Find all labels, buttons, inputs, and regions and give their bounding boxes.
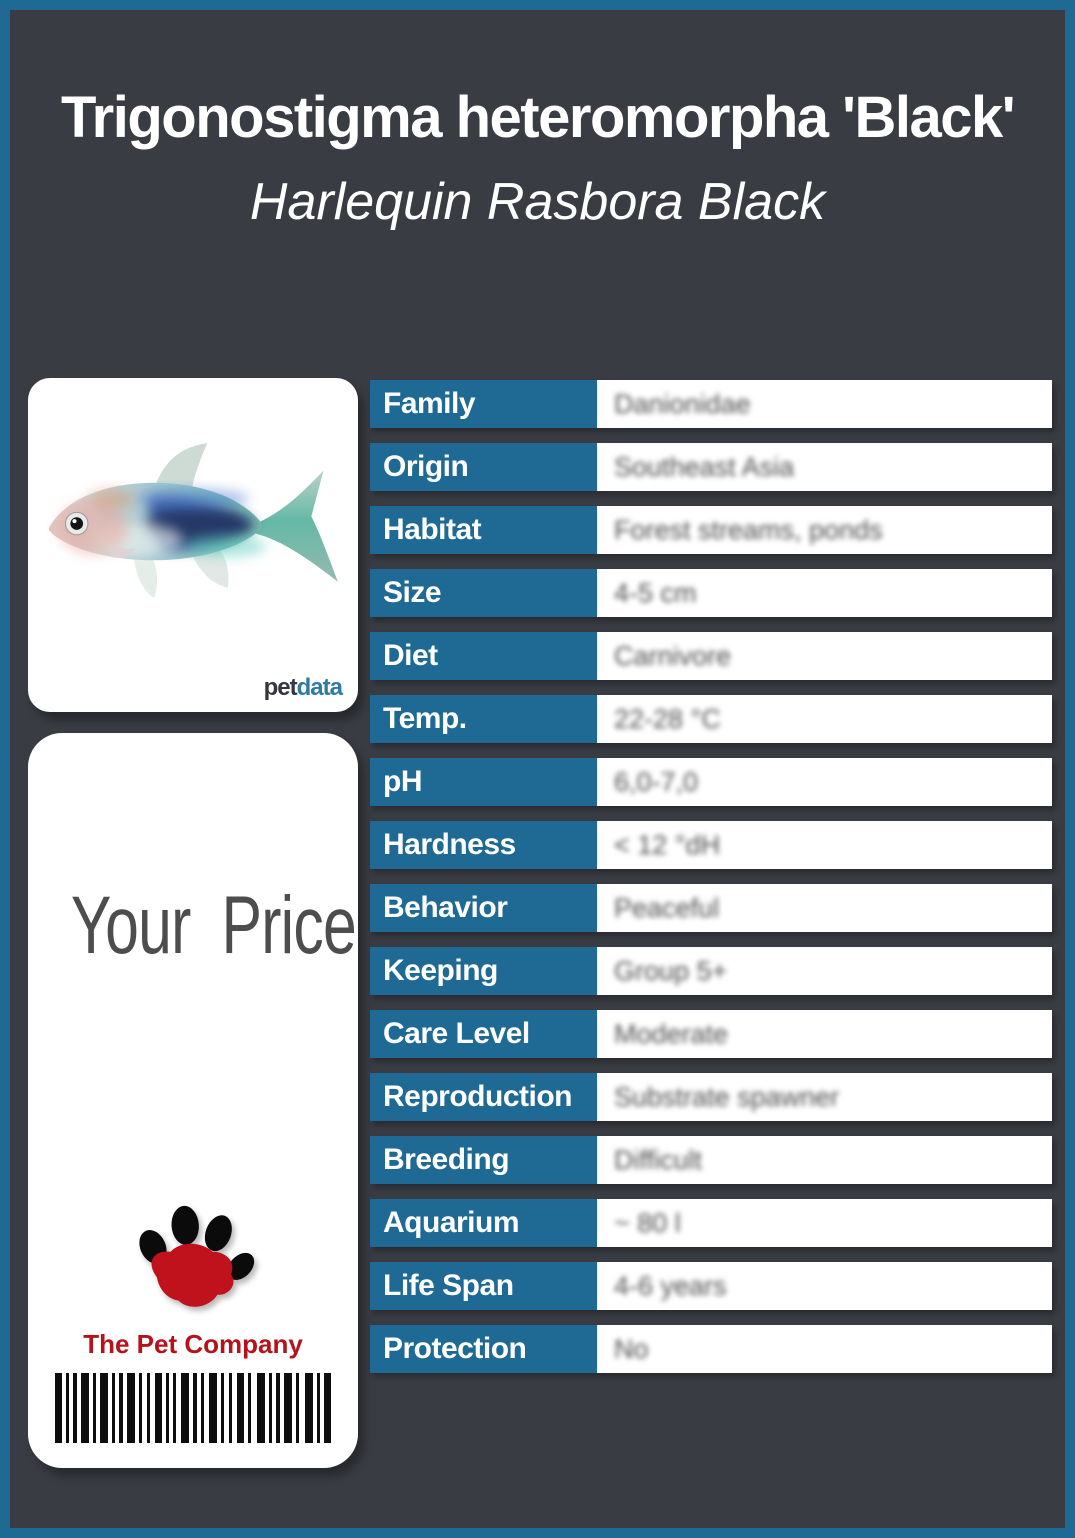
row-value-text: No bbox=[614, 1334, 649, 1364]
row-label: Hardness bbox=[370, 821, 597, 869]
row-label: Temp. bbox=[370, 695, 597, 743]
row-value: Carnivore bbox=[597, 632, 1052, 680]
row-value: 6,0-7,0 bbox=[597, 758, 1052, 806]
petdata-logo: petdata bbox=[263, 674, 343, 702]
row-value-text: Substrate spawner bbox=[614, 1082, 840, 1112]
row-value-text: ~ 80 l bbox=[614, 1208, 681, 1238]
row-label: Family bbox=[370, 380, 597, 428]
table-row: Origin Southeast Asia bbox=[370, 443, 1052, 491]
table-row: Breeding Difficult bbox=[370, 1136, 1052, 1184]
table-row: Reproduction Substrate spawner bbox=[370, 1073, 1052, 1121]
row-value: Forest streams, ponds bbox=[597, 506, 1052, 554]
paw-print-logo bbox=[139, 1205, 255, 1307]
row-value-text: Moderate bbox=[614, 1019, 729, 1049]
table-row: Family Danionidae bbox=[370, 380, 1052, 428]
row-value: Substrate spawner bbox=[597, 1073, 1052, 1121]
row-value: Peaceful bbox=[597, 884, 1052, 932]
fish-photo bbox=[48, 442, 338, 599]
petdata-logo-data: data bbox=[296, 674, 343, 701]
row-value: < 12 °dH bbox=[597, 821, 1052, 869]
table-row: Life Span 4-6 years bbox=[370, 1262, 1052, 1310]
table-row: Protection No bbox=[370, 1325, 1052, 1373]
row-value: 22-28 °C bbox=[597, 695, 1052, 743]
row-label: Behavior bbox=[370, 884, 597, 932]
table-row: pH 6,0-7,0 bbox=[370, 758, 1052, 806]
row-value: Group 5+ bbox=[597, 947, 1052, 995]
fish-photo-card: petdata bbox=[28, 378, 358, 712]
row-value: Moderate bbox=[597, 1010, 1052, 1058]
row-label: Diet bbox=[370, 632, 597, 680]
row-value: Difficult bbox=[597, 1136, 1052, 1184]
row-label: Reproduction bbox=[370, 1073, 597, 1121]
row-value-text: 4-6 years bbox=[614, 1271, 727, 1301]
row-label: Keeping bbox=[370, 947, 597, 995]
your-price-label: Your Price bbox=[70, 880, 357, 971]
table-row: Diet Carnivore bbox=[370, 632, 1052, 680]
common-name: Harlequin Rasbora Black bbox=[249, 173, 826, 231]
scientific-name: Trigonostigma heteromorpha 'Black' bbox=[60, 85, 1016, 150]
table-row: Temp. 22-28 °C bbox=[370, 695, 1052, 743]
row-label: Protection bbox=[370, 1325, 597, 1373]
row-label: Habitat bbox=[370, 506, 597, 554]
table-row: Habitat Forest streams, ponds bbox=[370, 506, 1052, 554]
row-label: pH bbox=[370, 758, 597, 806]
row-value-text: 22-28 °C bbox=[614, 704, 721, 734]
row-value-text: Peaceful bbox=[614, 893, 720, 923]
row-label: Breeding bbox=[370, 1136, 597, 1184]
row-value: Danionidae bbox=[597, 380, 1052, 428]
row-value-text: 4-5 cm bbox=[614, 578, 697, 608]
table-row: Hardness < 12 °dH bbox=[370, 821, 1052, 869]
row-value: 4-6 years bbox=[597, 1262, 1052, 1310]
table-row: Behavior Peaceful bbox=[370, 884, 1052, 932]
company-name: The Pet Company bbox=[83, 1329, 303, 1359]
table-row: Aquarium ~ 80 l bbox=[370, 1199, 1052, 1247]
table-row: Care Level Moderate bbox=[370, 1010, 1052, 1058]
row-value-text: < 12 °dH bbox=[614, 830, 721, 860]
row-value-text: Forest streams, ponds bbox=[614, 515, 883, 545]
row-label: Origin bbox=[370, 443, 597, 491]
table-row: Size 4-5 cm bbox=[370, 569, 1052, 617]
row-label: Care Level bbox=[370, 1010, 597, 1058]
row-value-text: Carnivore bbox=[614, 641, 732, 671]
row-value: 4-5 cm bbox=[597, 569, 1052, 617]
row-label: Aquarium bbox=[370, 1199, 597, 1247]
row-value: Southeast Asia bbox=[597, 443, 1052, 491]
row-value: No bbox=[597, 1325, 1052, 1373]
row-value-text: 6,0-7,0 bbox=[614, 767, 699, 797]
spec-table: Family Danionidae Origin Southeast Asia … bbox=[370, 380, 1052, 1388]
row-label: Size bbox=[370, 569, 597, 617]
row-value-text: Southeast Asia bbox=[614, 452, 795, 482]
row-value: ~ 80 l bbox=[597, 1199, 1052, 1247]
petdata-logo-pet: pet bbox=[263, 674, 298, 701]
row-label: Life Span bbox=[370, 1262, 597, 1310]
price-card: Your Price The Pet Company bbox=[28, 733, 358, 1468]
barcode bbox=[55, 1373, 331, 1443]
row-value-text: Difficult bbox=[614, 1145, 703, 1175]
row-value-text: Danionidae bbox=[614, 389, 751, 419]
row-value-text: Group 5+ bbox=[614, 956, 728, 986]
table-row: Keeping Group 5+ bbox=[370, 947, 1052, 995]
